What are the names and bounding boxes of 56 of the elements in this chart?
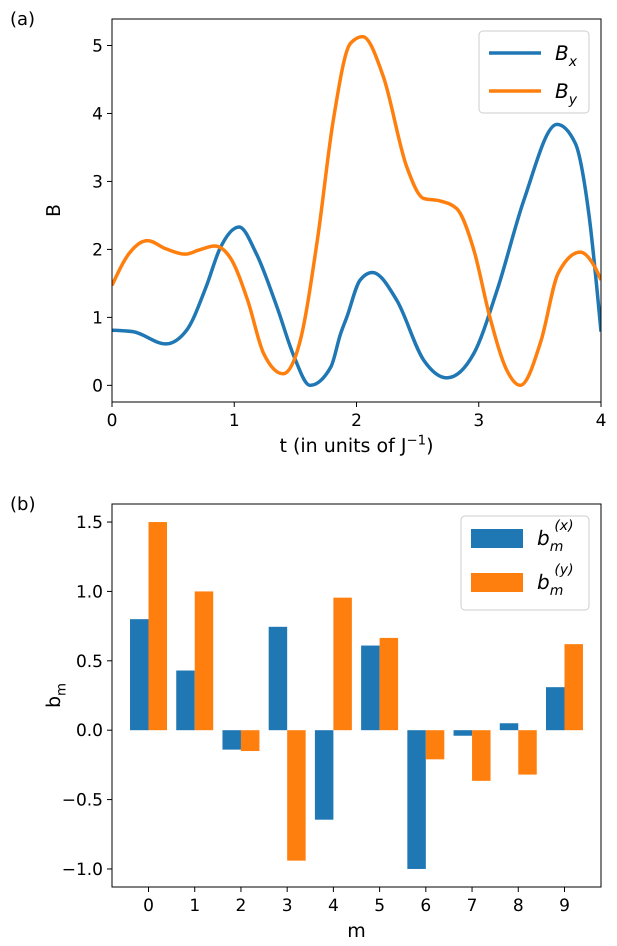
x-tick-label: 3 [282,896,293,916]
x-tick-label: 2 [236,896,246,916]
line-series [112,34,601,388]
y-axis-title: B [43,204,65,218]
legend-label: B$_{x}$ [555,41,578,70]
y-tick-label: 5 [92,36,103,56]
y-tick-label: 1.0 [76,582,103,602]
bar [314,730,334,820]
bar [194,591,214,730]
y-tick-label: 1 [92,308,103,328]
x-tick-label: 4 [328,896,339,916]
x-tick-label: 1 [189,896,200,916]
bar [361,646,380,730]
y-tick-label: 0 [92,376,103,396]
legend-label: B$_{y}$ [555,79,578,108]
y-tick-label: 0.0 [76,721,103,742]
bar [287,730,306,861]
bar [518,730,537,775]
x-tick-label: 9 [559,896,570,916]
bar [380,638,398,730]
x-tick-label: 1 [228,411,240,431]
bar [333,598,352,730]
bar [472,730,491,781]
x-axis-title: m [347,920,366,942]
y-tick-label: 0.5 [76,652,103,672]
bar [454,730,472,736]
bar [222,730,241,750]
x-axis-title: t (in units of J$^{−1}$) [279,433,434,457]
bar [240,730,260,752]
y-tick-label: 1.5 [76,512,103,533]
x-tick-label: 6 [420,896,432,916]
bar [564,644,583,730]
x-tick-label: 2 [351,411,362,431]
y-tick-label: 3 [92,172,103,192]
x-tick-label: 3 [473,411,484,431]
x-tick-label: 0 [143,896,154,916]
y-tick-label: −0.5 [62,790,103,811]
bar [500,723,518,730]
x-tick-label: 5 [374,896,386,916]
x-tick-label: 8 [512,896,524,916]
bar [148,522,167,730]
x-tick-label: 4 [596,411,606,431]
chart-title: (a) [10,9,36,30]
bar [130,619,149,730]
bar [546,687,564,730]
y-tick-label: 2 [92,240,103,260]
bar [407,730,426,869]
x-tick-label: 0 [106,411,118,431]
bar [176,670,195,730]
bar [426,730,444,760]
y-tick-label: −1.0 [62,860,103,880]
y-tick-label: 4 [92,104,103,124]
bar [268,626,288,730]
chart-title: (b) [10,494,36,515]
line-series [112,122,601,388]
x-tick-label: 7 [466,896,478,916]
